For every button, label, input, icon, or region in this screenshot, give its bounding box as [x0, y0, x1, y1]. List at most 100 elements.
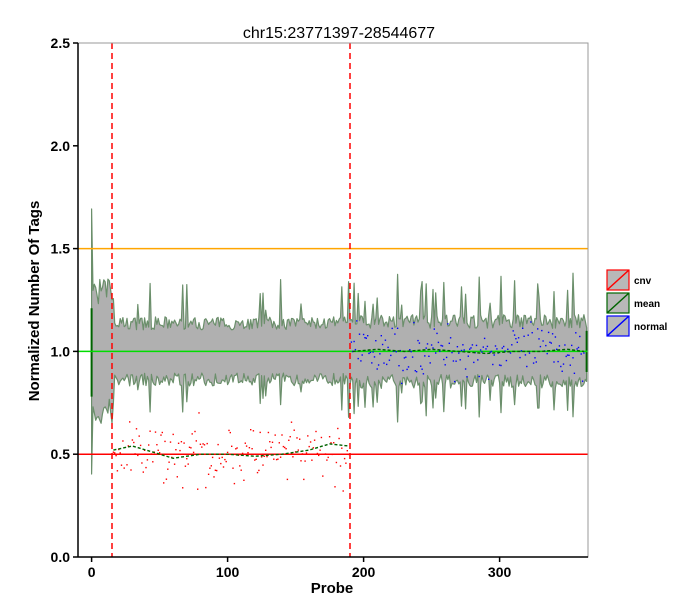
data-point-normal: [572, 357, 574, 359]
data-point-normal: [368, 352, 370, 355]
data-point-cnv: [175, 449, 177, 451]
data-point-cnv: [163, 482, 165, 484]
data-point-cnv: [127, 445, 129, 447]
data-point-cnv: [228, 429, 230, 432]
data-point-cnv: [184, 465, 187, 467]
data-point-cnv: [130, 469, 132, 471]
data-point-cnv: [266, 455, 268, 458]
data-point-normal: [485, 348, 487, 350]
data-point-cnv: [324, 453, 327, 455]
data-point-normal: [519, 356, 521, 359]
data-point-cnv: [182, 487, 184, 489]
data-point-cnv: [245, 445, 248, 447]
data-point-cnv: [229, 431, 231, 434]
data-point-cnv: [320, 436, 323, 439]
y-axis-title: Normalized Number Of Tags: [26, 201, 43, 402]
mean-line-layer: [113, 348, 584, 460]
data-point-normal: [583, 352, 585, 354]
data-point-normal: [581, 380, 584, 382]
sd-band-layer: [90, 208, 588, 475]
data-point-normal: [409, 349, 411, 351]
data-point-normal: [430, 344, 433, 346]
data-point-cnv: [168, 461, 170, 463]
data-point-cnv: [339, 465, 342, 467]
data-point-normal: [577, 346, 580, 349]
data-point-cnv: [327, 456, 329, 459]
data-point-cnv: [231, 445, 233, 447]
plot-frame: [77, 42, 589, 558]
data-point-normal: [421, 368, 423, 370]
y-tick-label: 0.5: [51, 446, 71, 462]
data-point-cnv: [290, 421, 293, 423]
data-point-cnv: [338, 437, 340, 440]
data-point-normal: [516, 341, 518, 343]
data-point-normal: [469, 348, 471, 350]
data-point-normal: [365, 337, 367, 339]
data-point-cnv: [169, 441, 172, 443]
data-point-normal: [401, 382, 403, 385]
data-point-normal: [411, 356, 414, 358]
data-point-normal: [530, 321, 532, 323]
data-point-normal: [466, 376, 468, 378]
data-point-cnv: [145, 466, 147, 469]
data-point-normal: [539, 345, 542, 348]
data-point-cnv: [271, 441, 274, 443]
legend-swatch-line-normal: [606, 315, 630, 337]
data-point-cnv: [289, 436, 291, 438]
data-point-normal: [509, 352, 512, 354]
data-point-cnv: [270, 446, 272, 449]
legend: cnv mean normal: [606, 269, 668, 337]
data-point-cnv: [346, 450, 348, 452]
data-point-normal: [396, 327, 399, 329]
data-point-normal: [395, 351, 397, 353]
data-point-cnv: [313, 439, 316, 441]
data-point-cnv: [119, 452, 121, 454]
data-point-normal: [478, 375, 480, 378]
data-point-cnv: [218, 457, 221, 459]
data-point-cnv: [255, 458, 257, 460]
data-point-normal: [360, 360, 362, 362]
data-point-cnv: [236, 447, 238, 449]
y-tick-label: 2.5: [51, 35, 71, 51]
data-point-normal: [541, 329, 543, 332]
data-point-cnv: [176, 476, 178, 478]
data-point-normal: [350, 341, 353, 343]
legend-label-normal: normal: [634, 322, 668, 333]
data-point-normal: [486, 345, 489, 348]
data-point-normal: [362, 333, 365, 336]
data-point-normal: [441, 345, 444, 347]
data-point-normal: [414, 370, 416, 372]
data-point-cnv: [129, 421, 131, 423]
data-point-cnv: [309, 441, 312, 443]
data-point-cnv: [254, 459, 256, 461]
data-point-cnv: [123, 467, 125, 469]
data-point-normal: [579, 335, 581, 338]
data-point-cnv: [150, 453, 153, 455]
data-point-normal: [357, 357, 359, 360]
data-point-cnv: [330, 442, 332, 444]
data-point-cnv: [337, 427, 339, 430]
data-point-normal: [549, 341, 551, 343]
sd-band: [90, 208, 588, 475]
data-point-normal: [565, 355, 567, 358]
data-point-normal: [520, 350, 523, 352]
data-point-normal: [417, 339, 419, 342]
data-point-cnv: [158, 452, 161, 454]
data-point-cnv: [308, 445, 310, 448]
data-point-normal: [358, 333, 361, 335]
data-point-normal: [561, 370, 563, 372]
data-point-normal: [535, 361, 537, 363]
data-point-normal: [538, 338, 540, 340]
data-point-cnv: [199, 443, 202, 445]
data-point-cnv: [167, 468, 169, 470]
data-point-cnv: [186, 458, 188, 460]
data-point-normal: [556, 348, 558, 350]
data-point-cnv: [247, 452, 249, 454]
data-point-cnv: [220, 462, 222, 465]
data-point-normal: [515, 338, 517, 340]
data-point-normal: [456, 346, 459, 348]
data-point-cnv: [278, 442, 280, 444]
data-point-cnv: [201, 446, 203, 448]
data-point-cnv: [341, 447, 343, 449]
data-point-cnv: [133, 441, 135, 444]
